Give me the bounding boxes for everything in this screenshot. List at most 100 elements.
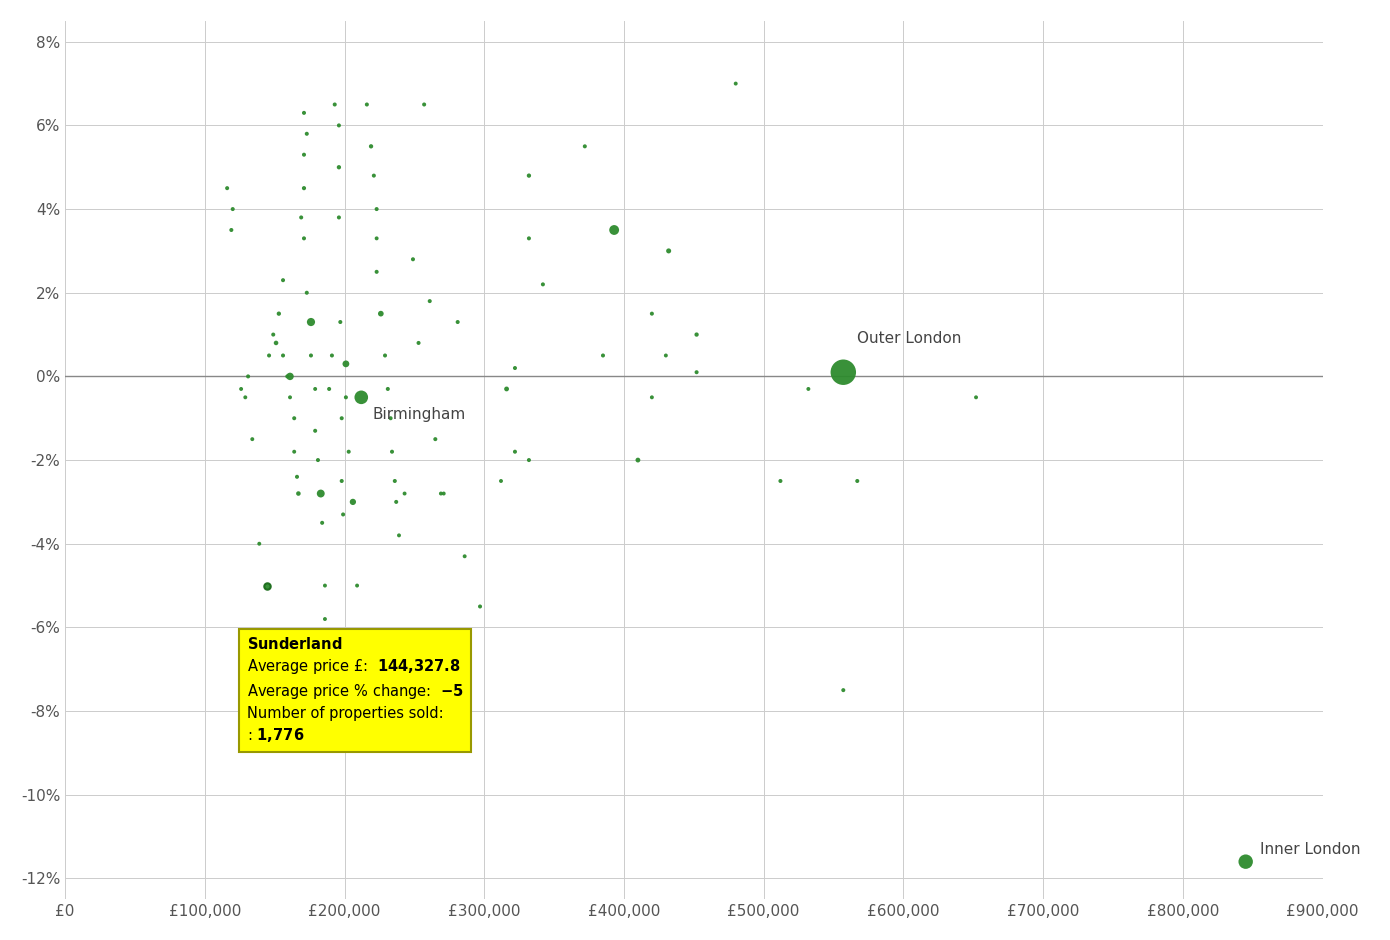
Point <box>249 536 271 551</box>
Point <box>384 474 406 489</box>
Point <box>603 223 626 238</box>
Point <box>310 486 332 501</box>
Point <box>641 390 663 405</box>
Point <box>293 105 316 120</box>
Point <box>346 578 368 593</box>
Point <box>407 336 430 351</box>
Point <box>321 348 343 363</box>
Point <box>234 390 256 405</box>
Point <box>418 293 441 308</box>
Point <box>288 486 310 501</box>
Point <box>314 612 336 627</box>
Point <box>518 231 541 246</box>
Point <box>370 306 392 321</box>
Point <box>363 168 385 183</box>
Point <box>381 445 403 460</box>
Point <box>263 327 285 342</box>
Text: Birmingham: Birmingham <box>373 407 466 421</box>
Point <box>277 368 299 384</box>
Point <box>335 390 357 405</box>
Point <box>350 390 373 405</box>
Point <box>342 494 364 509</box>
Point <box>360 139 382 154</box>
Text: Outer London: Outer London <box>858 331 962 346</box>
Point <box>332 507 354 522</box>
Point <box>503 445 525 460</box>
Point <box>356 97 378 112</box>
Point <box>402 252 424 267</box>
Point <box>296 285 318 300</box>
Point <box>236 368 259 384</box>
Point <box>329 315 352 330</box>
Point <box>374 348 396 363</box>
Point <box>328 118 350 133</box>
Point <box>518 168 541 183</box>
Point <box>366 231 388 246</box>
Point <box>366 264 388 279</box>
Point <box>413 97 435 112</box>
Point <box>833 682 855 697</box>
Point <box>259 348 281 363</box>
Point <box>272 273 295 288</box>
Point <box>574 139 596 154</box>
Point <box>311 515 334 530</box>
Point <box>229 382 252 397</box>
Text: Inner London: Inner London <box>1259 841 1361 856</box>
Point <box>366 201 388 216</box>
Point <box>220 223 242 238</box>
Point <box>284 411 306 426</box>
Point <box>532 277 555 292</box>
Point <box>272 348 295 363</box>
Point <box>268 306 291 321</box>
Point <box>279 390 302 405</box>
Point <box>331 411 353 426</box>
Point <box>304 382 327 397</box>
Point <box>293 148 316 163</box>
Point <box>328 210 350 225</box>
Point <box>833 365 855 380</box>
Point <box>379 411 402 426</box>
Point <box>655 348 677 363</box>
Point <box>279 368 302 384</box>
Point <box>385 494 407 509</box>
Point <box>293 231 316 246</box>
Point <box>657 243 680 258</box>
Point <box>221 201 243 216</box>
Point <box>685 365 708 380</box>
Point <box>304 423 327 438</box>
Point <box>318 382 341 397</box>
Point <box>468 599 491 614</box>
Point <box>592 348 614 363</box>
Point <box>291 210 313 225</box>
Point <box>518 452 541 467</box>
Point <box>331 474 353 489</box>
Point <box>293 180 316 196</box>
Point <box>965 390 987 405</box>
Point <box>393 486 416 501</box>
Point <box>453 549 475 564</box>
Point <box>685 327 708 342</box>
Point <box>430 486 452 501</box>
Point <box>503 361 525 376</box>
Point <box>489 474 512 489</box>
Point <box>328 160 350 175</box>
Point <box>300 348 322 363</box>
Point <box>296 126 318 141</box>
Point <box>627 452 649 467</box>
Point <box>432 486 455 501</box>
Point <box>495 382 517 397</box>
Point <box>314 578 336 593</box>
Point <box>256 578 278 593</box>
Point <box>300 315 322 330</box>
Point <box>286 469 309 484</box>
Point <box>424 431 446 446</box>
Point <box>798 382 820 397</box>
Point <box>242 431 264 446</box>
Point <box>338 445 360 460</box>
Point <box>641 306 663 321</box>
Point <box>724 76 746 91</box>
Point <box>1234 854 1257 870</box>
Point <box>446 315 468 330</box>
Point <box>265 336 288 351</box>
Point <box>335 356 357 371</box>
